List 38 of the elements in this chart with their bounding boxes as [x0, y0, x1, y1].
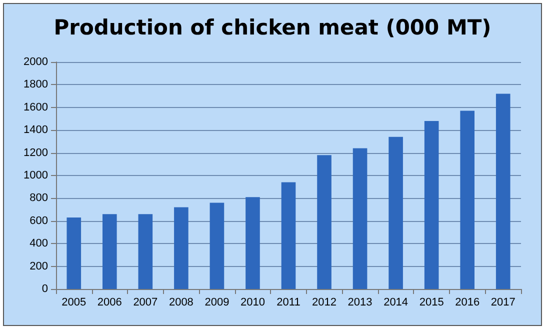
x-tick-label: 2005 [62, 296, 86, 308]
x-tick-label: 2012 [312, 296, 337, 308]
x-tick-label: 2006 [97, 296, 122, 308]
y-tick-label: 1200 [24, 146, 48, 159]
x-tick-label: 2017 [490, 296, 516, 308]
x-tick-label: 2009 [204, 296, 230, 308]
bar [352, 148, 368, 289]
y-tick-label: 1600 [24, 101, 48, 114]
x-tick-label: 2014 [384, 296, 408, 308]
x-tick-label: 2011 [276, 296, 300, 308]
bar [496, 94, 510, 289]
bar [246, 197, 260, 289]
bar [66, 217, 82, 289]
bar [174, 207, 188, 289]
x-tick-label: 2008 [168, 296, 194, 308]
x-tick-label: 2010 [240, 296, 265, 308]
bar [460, 110, 474, 289]
y-tick-label: 600 [30, 214, 48, 227]
y-tick-label: 800 [30, 192, 48, 204]
x-tick-label: 2015 [419, 296, 444, 308]
x-tick-label: 2007 [133, 296, 158, 308]
chart-title: Production of chicken meat (000 MT) [54, 16, 492, 40]
y-tick-label: 400 [30, 238, 48, 250]
bar [317, 155, 332, 289]
bar [102, 214, 117, 289]
y-tick-label: 1000 [24, 170, 48, 182]
x-tick-label: 2013 [348, 296, 372, 308]
bar [210, 202, 224, 289]
bar [388, 136, 403, 289]
bar [281, 182, 296, 289]
y-tick-label: 2000 [24, 56, 48, 68]
y-tick-label: 1400 [24, 124, 48, 136]
y-tick-label: 1800 [24, 78, 48, 91]
bar [138, 214, 153, 289]
bar [424, 121, 439, 289]
x-tick-label: 2016 [455, 296, 480, 308]
y-tick-label: 0 [42, 283, 48, 295]
y-tick-label: 200 [30, 260, 48, 272]
